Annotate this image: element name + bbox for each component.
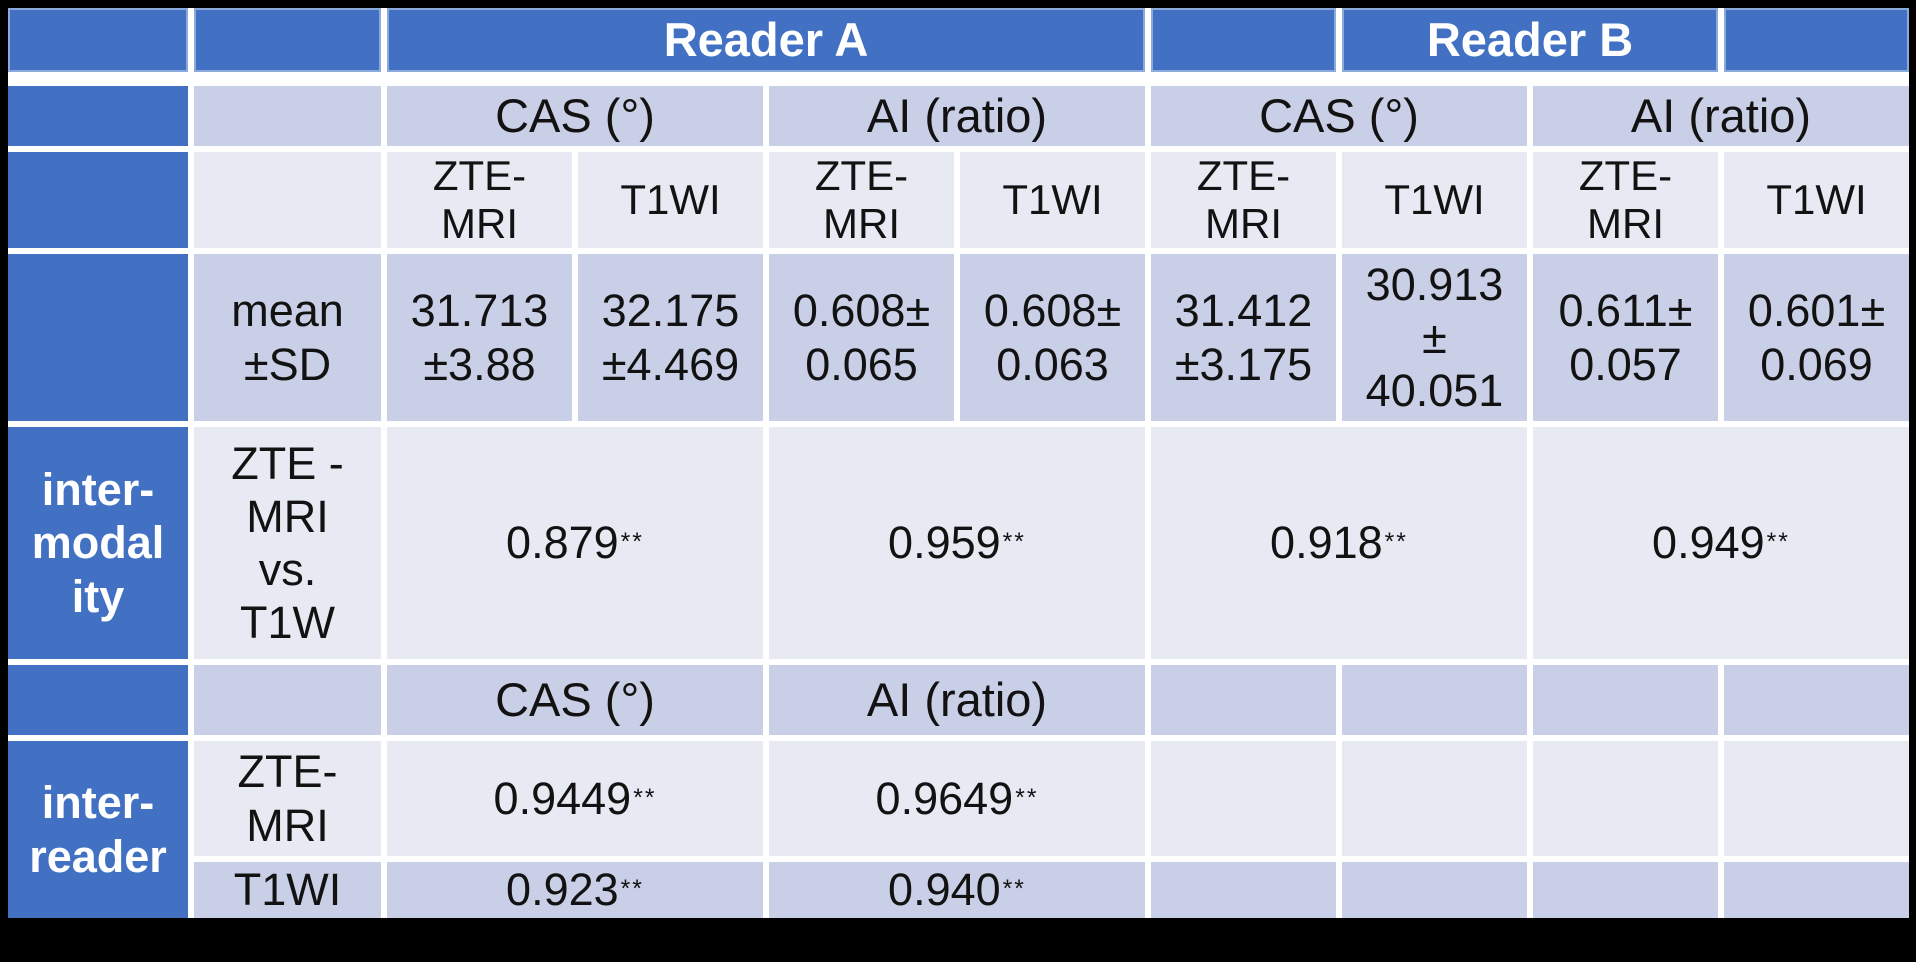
inter-modality-label: inter- modal ity — [8, 427, 188, 659]
interreader-zte-row-label: ZTE- MRI — [194, 741, 381, 856]
modality-header-a-cas-t1wi: T1WI — [578, 152, 763, 248]
mean-sd-label: mean ±SD — [194, 254, 381, 421]
row6-blank-b — [194, 665, 381, 735]
icc-value: 0.923 — [506, 864, 619, 916]
row7-blank-h — [1342, 741, 1527, 856]
row3-blank-a — [8, 152, 188, 248]
icc-value: 0.9449 — [493, 772, 632, 824]
mean-sd-b-cas-zte: 31.412 ±3.175 — [1151, 254, 1336, 421]
header-blank-right — [1724, 8, 1909, 72]
icc-interreader-t1wi-ai: 0.940 ** — [769, 862, 1145, 918]
inter-modality-sublabel: ZTE - MRI vs. T1W — [194, 427, 381, 659]
reader-b-cas-header: CAS (°) — [1151, 86, 1527, 146]
icc-value: 0.918 — [1270, 517, 1383, 569]
row8-blank-g — [1151, 862, 1336, 918]
row7-blank-j — [1724, 741, 1909, 856]
row6-blank-a — [8, 665, 188, 735]
icc-value: 0.959 — [888, 517, 1001, 569]
icc-value: 0.879 — [506, 517, 619, 569]
icc-intermodality-a-ai: 0.959 ** — [769, 427, 1145, 659]
mean-sd-b-ai-zte: 0.611± 0.057 — [1533, 254, 1718, 421]
reader-a-ai-header: AI (ratio) — [769, 86, 1145, 146]
icc-interreader-zte-ai: 0.9649 ** — [769, 741, 1145, 856]
row6-blank-g — [1151, 665, 1336, 735]
reader-b-header: Reader B — [1342, 8, 1718, 72]
icc-intermodality-b-cas: 0.918 ** — [1151, 427, 1527, 659]
row6-blank-i — [1533, 665, 1718, 735]
interreader-cas-header: CAS (°) — [387, 665, 763, 735]
icc-interreader-t1wi-cas: 0.923 ** — [387, 862, 763, 918]
row2-blank-a — [8, 86, 188, 146]
reader-a-cas-header: CAS (°) — [387, 86, 763, 146]
icc-interreader-zte-cas: 0.9449 ** — [387, 741, 763, 856]
header-blank-left — [1151, 8, 1336, 72]
row4-blank-a — [8, 254, 188, 421]
row8-blank-h — [1342, 862, 1527, 918]
mean-sd-a-ai-t1wi: 0.608± 0.063 — [960, 254, 1145, 421]
row7-blank-g — [1151, 741, 1336, 856]
agreement-table: Reader A Reader B CAS (°) AI (ratio) CAS… — [8, 8, 1909, 918]
row6-blank-h — [1342, 665, 1527, 735]
modality-header-a-ai-zte: ZTE- MRI — [769, 152, 954, 248]
modality-header-b-cas-zte: ZTE- MRI — [1151, 152, 1336, 248]
mean-sd-a-cas-t1wi: 32.175 ±4.469 — [578, 254, 763, 421]
modality-header-b-ai-zte: ZTE- MRI — [1533, 152, 1718, 248]
icc-intermodality-b-ai: 0.949 ** — [1533, 427, 1909, 659]
corner-blank-1 — [8, 8, 188, 72]
row8-blank-j — [1724, 862, 1909, 918]
reader-a-header: Reader A — [387, 8, 1145, 72]
interreader-t1wi-row-label: T1WI — [194, 862, 381, 918]
row3-blank-b — [194, 152, 381, 248]
mean-sd-a-cas-zte: 31.713 ±3.88 — [387, 254, 572, 421]
modality-header-b-cas-t1wi: T1WI — [1342, 152, 1527, 248]
row6-blank-j — [1724, 665, 1909, 735]
corner-blank-2 — [194, 8, 381, 72]
icc-value: 0.9649 — [875, 772, 1014, 824]
mean-sd-b-ai-t1wi: 0.601± 0.069 — [1724, 254, 1909, 421]
mean-sd-b-cas-t1wi: 30.913 ± 40.051 — [1342, 254, 1527, 421]
row8-blank-i — [1533, 862, 1718, 918]
row7-blank-i — [1533, 741, 1718, 856]
icc-value: 0.949 — [1652, 517, 1765, 569]
mean-sd-a-ai-zte: 0.608± 0.065 — [769, 254, 954, 421]
interreader-ai-header: AI (ratio) — [769, 665, 1145, 735]
icc-value: 0.940 — [888, 864, 1001, 916]
reader-b-ai-header: AI (ratio) — [1533, 86, 1909, 146]
modality-header-b-ai-t1wi: T1WI — [1724, 152, 1909, 248]
row2-blank-b — [194, 86, 381, 146]
icc-intermodality-a-cas: 0.879 ** — [387, 427, 763, 659]
inter-reader-label: inter- reader — [8, 741, 188, 918]
modality-header-a-cas-zte: ZTE- MRI — [387, 152, 572, 248]
modality-header-a-ai-t1wi: T1WI — [960, 152, 1145, 248]
